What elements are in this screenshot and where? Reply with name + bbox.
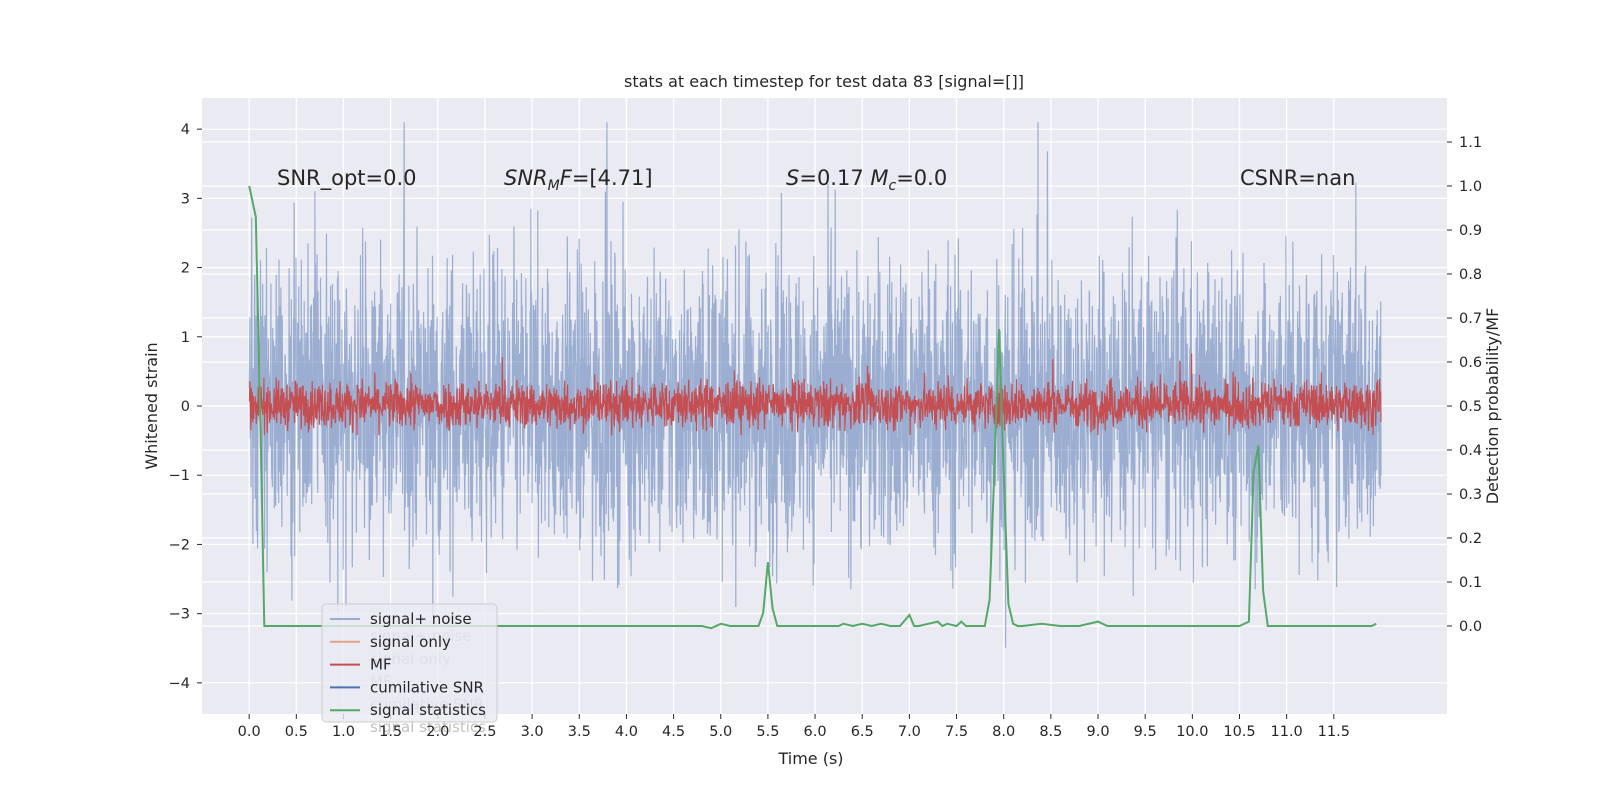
y-right-tick-label: 0.9 bbox=[1459, 223, 1482, 239]
y-left-tick-label: −3 bbox=[169, 607, 190, 623]
x-tick-label: 1.0 bbox=[332, 724, 355, 740]
x-tick-label: 3.5 bbox=[568, 724, 591, 740]
x-tick-label: 10.0 bbox=[1176, 724, 1208, 740]
y-left-tick-label: 0 bbox=[181, 399, 190, 415]
y-right-tick-label: 1.1 bbox=[1459, 135, 1482, 151]
x-axis: 0.0 0.5 1.0 1.5 2.0 2.5 3.0 3.5 4.0 4.5 5.0 5.5 6.0 6… bbox=[238, 714, 1350, 740]
y-right-tick-label: 0.4 bbox=[1459, 443, 1482, 459]
legend-label: cumilative SNR bbox=[370, 678, 484, 696]
y-right-tick-label: 0.5 bbox=[1459, 399, 1482, 415]
y-left-tick-label: 2 bbox=[181, 261, 190, 277]
x-tick-label: 7.0 bbox=[898, 724, 921, 740]
y-right-tick-label: 0.1 bbox=[1459, 575, 1482, 591]
annotation-s-mc: S=0.17 Mc=0.0 bbox=[786, 166, 947, 194]
x-tick-label: 7.5 bbox=[945, 724, 968, 740]
y-right-tick-label: 0.0 bbox=[1459, 619, 1482, 635]
y-right-axis-label: Detection probability/MF bbox=[1483, 308, 1502, 505]
legend: signal+ noise signal only MF cumilative SNR… bbox=[321, 603, 498, 736]
y-left-tick-label: −2 bbox=[169, 537, 190, 553]
annotation-snr-mf: SNRMF=[4.71] bbox=[504, 166, 653, 194]
y-left-tick-label: 4 bbox=[181, 122, 190, 138]
legend-box bbox=[321, 603, 498, 723]
x-axis-label: Time (s) bbox=[777, 749, 843, 768]
chart-title: stats at each timestep for test data 83 … bbox=[624, 72, 1024, 91]
x-tick-label: 10.5 bbox=[1223, 724, 1255, 740]
legend-label: signal statistics bbox=[370, 701, 486, 719]
y-right-tick-label: 0.7 bbox=[1459, 311, 1482, 327]
y-right-tick-label: 1.0 bbox=[1459, 179, 1482, 195]
y-left-axis-label: Whitened strain bbox=[142, 342, 161, 469]
x-tick-label: 6.0 bbox=[804, 724, 827, 740]
x-tick-label: 9.5 bbox=[1134, 724, 1157, 740]
x-tick-label: 1.5 bbox=[379, 724, 402, 740]
y-left-tick-label: −4 bbox=[169, 676, 190, 692]
x-tick-label: 2.0 bbox=[426, 724, 449, 740]
x-tick-label: 5.5 bbox=[756, 724, 779, 740]
x-tick-label: 3.0 bbox=[521, 724, 544, 740]
y-left-tick-label: −1 bbox=[169, 468, 190, 484]
legend-label: signal only bbox=[370, 633, 451, 651]
annotation-snr-opt: SNR_opt=0.0 bbox=[277, 166, 417, 191]
x-tick-label: 0.0 bbox=[238, 724, 261, 740]
series-signal-statistics bbox=[248, 185, 1377, 630]
x-tick-label: 9.0 bbox=[1086, 724, 1109, 740]
x-tick-label: 6.5 bbox=[851, 724, 874, 740]
y-left-tick-label: 1 bbox=[181, 330, 190, 346]
legend-label: signal+ noise bbox=[370, 610, 472, 628]
series-group bbox=[248, 122, 1382, 648]
y-right-tick-label: 0.3 bbox=[1459, 487, 1482, 503]
y-left-tick-label: 3 bbox=[181, 191, 190, 207]
x-tick-label: 11.0 bbox=[1271, 724, 1303, 740]
legend-ghost-label: signal statistics bbox=[370, 718, 486, 736]
x-tick-label: 8.0 bbox=[992, 724, 1015, 740]
series-mf bbox=[248, 353, 1382, 436]
x-tick-label: 11.5 bbox=[1318, 724, 1350, 740]
y-right-axis: 0.0 0.1 0.2 0.3 0.4 0.5 0.6 0.7 0.8 0.9 1.0 1.1 bbox=[1447, 135, 1482, 635]
y-left-axis: −4 −3 −2 −1 0 1 2 3 4 bbox=[169, 122, 202, 692]
annotation-csnr: CSNR=nan bbox=[1240, 166, 1355, 190]
x-tick-label: 5.0 bbox=[709, 724, 732, 740]
y-right-tick-label: 0.2 bbox=[1459, 531, 1482, 547]
series-signal-noise bbox=[248, 122, 1382, 648]
y-right-tick-label: 0.8 bbox=[1459, 267, 1482, 283]
x-tick-label: 4.0 bbox=[615, 724, 638, 740]
legend-label: MF bbox=[370, 656, 392, 674]
x-tick-label: 0.5 bbox=[285, 724, 308, 740]
x-tick-label: 4.5 bbox=[662, 724, 685, 740]
x-tick-label: 2.5 bbox=[473, 724, 496, 740]
y-right-tick-label: 0.6 bbox=[1459, 355, 1482, 371]
x-tick-label: 8.5 bbox=[1039, 724, 1062, 740]
